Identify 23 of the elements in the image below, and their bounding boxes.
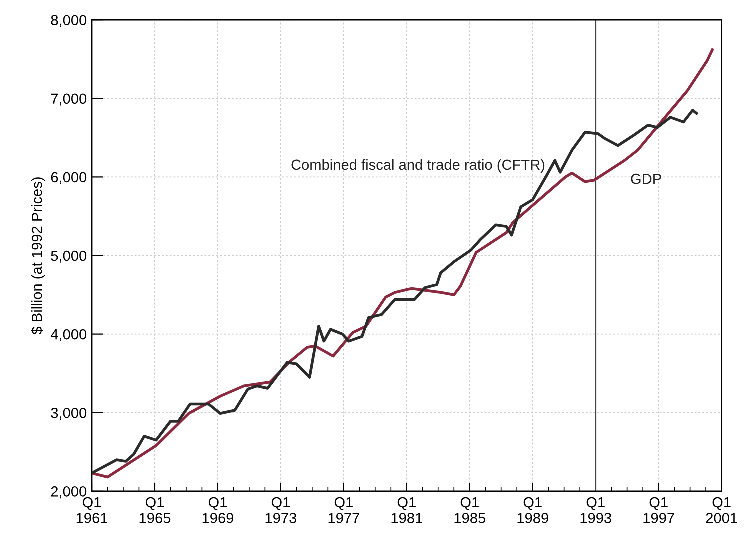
x-tick-label: Q1 1997 <box>644 497 674 524</box>
x-tick-label: Q1 1977 <box>328 497 360 524</box>
y-tick-label: 5,000 <box>51 250 87 263</box>
series-label: GDP <box>631 174 662 184</box>
y-tick-label: 8,000 <box>51 15 87 28</box>
y-tick-label: 2,000 <box>51 486 87 499</box>
y-axis-title: $ Billion (at 1992 Prices) <box>31 178 46 335</box>
y-tick-label: 7,000 <box>51 94 87 106</box>
x-tick-label: Q1 1981 <box>392 497 422 524</box>
y-tick-label: 6,000 <box>51 172 87 184</box>
line-series <box>92 109 698 475</box>
x-tick-label: Q1 1985 <box>454 497 486 524</box>
line-series <box>92 48 714 479</box>
x-tick-label: Q1 1965 <box>140 497 171 524</box>
series-label: Combined fiscal and trade ratio (CFTR) <box>292 159 545 173</box>
x-tick-label: Q1 1961 <box>76 497 108 524</box>
x-tick-label: Q1 1989 <box>518 497 548 524</box>
x-tick-label: Q1 1973 <box>266 497 297 524</box>
y-tick-label: 3,000 <box>51 408 87 420</box>
x-tick-label: Q1 1969 <box>202 497 234 524</box>
y-tick-label: 4,000 <box>50 329 87 342</box>
x-tick-label: Q1 1993 <box>580 497 612 524</box>
x-tick-label: Q1 2001 <box>706 497 738 524</box>
